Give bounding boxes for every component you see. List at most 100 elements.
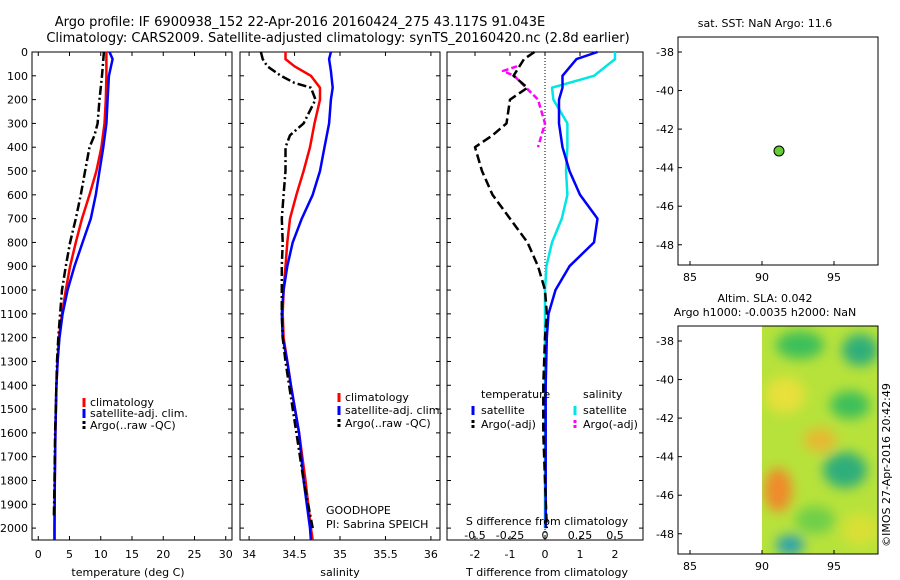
legend-label: Argo(..raw -QC)	[90, 419, 176, 432]
legend-temp-title: temperature	[481, 388, 550, 401]
depth-tick-label: 1600	[0, 427, 28, 440]
sst-map-axes: -38 -40 -42 -44 -46 -48 85 90 95	[656, 46, 841, 284]
salinity-tick-label: 34.5	[282, 548, 307, 561]
difference-t-tick-label: -1	[505, 548, 516, 561]
depth-axis: 0 100 200 300 400 500 600 700 800 900 1000 1100 1200…	[0, 46, 643, 535]
difference-xlabel: T difference from climatology	[465, 566, 628, 579]
argo-float-marker	[773, 145, 785, 157]
sst-map-lon-tick-label: 90	[755, 271, 769, 284]
legend-label: satellite	[481, 404, 525, 417]
header-title-line1: Argo profile: IF 6900938_152 22-Apr-2016…	[55, 15, 545, 30]
temperature-tick-label: 15	[125, 548, 139, 561]
sla-blob	[823, 452, 867, 488]
difference-t-tick-label: 0	[542, 548, 549, 561]
temperature-tick-label: 10	[94, 548, 108, 561]
temperature-panel-frame	[31, 51, 233, 541]
depth-tick-label: 400	[7, 141, 28, 154]
sst-map-title: sat. SST: NaN Argo: 11.6	[698, 17, 832, 30]
sla-map-lat-tick-label: -38	[656, 335, 674, 348]
depth-tick-label: 1200	[0, 332, 28, 345]
sst-map-lat-tick-label: -40	[656, 85, 674, 98]
sla-blob	[776, 535, 804, 554]
salinity-xlabel: salinity	[320, 566, 360, 579]
sla-map-title-line2: Argo h1000: -0.0035 h2000: NaN	[674, 306, 857, 319]
sla-blob	[795, 506, 835, 534]
depth-tick-label: 600	[7, 189, 28, 202]
temperature-legend: climatology satellite-adj. clim. Argo(..…	[82, 396, 188, 432]
depth-tick-label: 1100	[0, 308, 28, 321]
salinity-tick-label: 35	[333, 548, 347, 561]
legend-label: Argo(-adj)	[583, 418, 638, 431]
depth-tick-label: 800	[7, 236, 28, 249]
temperature-tick-label: 20	[156, 548, 170, 561]
sla-map-lat-tick-label: -40	[656, 374, 674, 387]
temperature-argo-line	[52, 51, 106, 517]
depth-tick-label: 300	[7, 117, 28, 130]
temperature-tick-label: 30	[219, 548, 233, 561]
depth-tick-label: 1900	[0, 498, 28, 511]
imos-credit: ©IMOS 27-Apr-2016 20:42:49	[880, 383, 893, 547]
depth-tick-label: 900	[7, 260, 28, 273]
depth-tick-label: 1400	[0, 379, 28, 392]
difference-t-tick-label: -2	[470, 548, 481, 561]
sla-map-lon-tick-label: 90	[755, 560, 769, 573]
difference-temperature-satellite-line	[544, 50, 599, 529]
sla-blob	[765, 377, 805, 413]
temperature-xlabel: temperature (deg C)	[71, 566, 184, 579]
depth-tick-label: 200	[7, 94, 28, 107]
legend-label: satellite-adj. clim.	[90, 407, 188, 420]
sst-map-lon-tick-label: 95	[827, 271, 841, 284]
sla-map-lat-tick-label: -44	[656, 451, 674, 464]
difference-s-tick-label: 0.5	[606, 529, 624, 542]
sla-map-frame	[677, 325, 879, 555]
sst-map-lat-tick-label: -46	[656, 200, 674, 213]
sla-field-blobs	[764, 331, 878, 554]
depth-tick-label: 1300	[0, 355, 28, 368]
legend-sal-title: salinity	[583, 388, 623, 401]
sla-map-lon-tick-label: 85	[683, 560, 697, 573]
depth-tick-label: 1800	[0, 474, 28, 487]
sla-map-lat-tick-label: -46	[656, 489, 674, 502]
difference-t-tick-label: 1	[577, 548, 584, 561]
sla-blob	[842, 514, 878, 546]
legend-label: Argo(..raw -QC)	[345, 417, 431, 430]
salinity-tick-label: 35.5	[373, 548, 398, 561]
depth-tick-label: 1000	[0, 284, 28, 297]
temperature-climatology-line	[53, 52, 108, 540]
difference-t-tick-label: 2	[612, 548, 619, 561]
depth-tick-label: 700	[7, 213, 28, 226]
temperature-tick-label: 5	[66, 548, 73, 561]
sla-blob	[804, 428, 836, 452]
difference-legend: temperature satellite Argo(-adj) salinit…	[471, 388, 638, 431]
temperature-x-ticks: 0 5 10 15 20 25 30	[35, 52, 233, 561]
sla-blob	[776, 331, 824, 359]
sla-blob	[842, 334, 878, 366]
depth-tick-label: 1700	[0, 451, 28, 464]
salinity-panel-frame	[239, 51, 441, 541]
temperature-tick-label: 0	[35, 548, 42, 561]
depth-tick-label: 500	[7, 165, 28, 178]
temperature-series	[52, 51, 114, 540]
sst-map-lat-tick-label: -42	[656, 123, 674, 136]
salinity-x-ticks: 34 34.5 35 35.5 36	[242, 52, 438, 561]
salinity-tick-label: 34	[242, 548, 256, 561]
salinity-series	[259, 51, 334, 541]
sst-map-lon-tick-label: 85	[683, 271, 697, 284]
temperature-tick-label: 25	[188, 548, 202, 561]
sla-field	[762, 326, 878, 554]
depth-tick-label: 1500	[0, 403, 28, 416]
difference-s-tick-label: -0.5	[464, 529, 485, 542]
salinity-tick-label: 36	[424, 548, 438, 561]
depth-tick-label: 100	[7, 70, 28, 83]
sla-map-lat-tick-label: -48	[656, 528, 674, 541]
difference-series	[473, 50, 617, 540]
sla-blob	[764, 468, 792, 512]
legend-label: climatology	[90, 396, 154, 409]
sla-map-title-line1: Altim. SLA: 0.042	[717, 292, 812, 305]
salinity-argo-line	[259, 51, 317, 529]
sst-map-lat-tick-label: -48	[656, 239, 674, 252]
difference-s-tick-label: -0.25	[496, 529, 524, 542]
